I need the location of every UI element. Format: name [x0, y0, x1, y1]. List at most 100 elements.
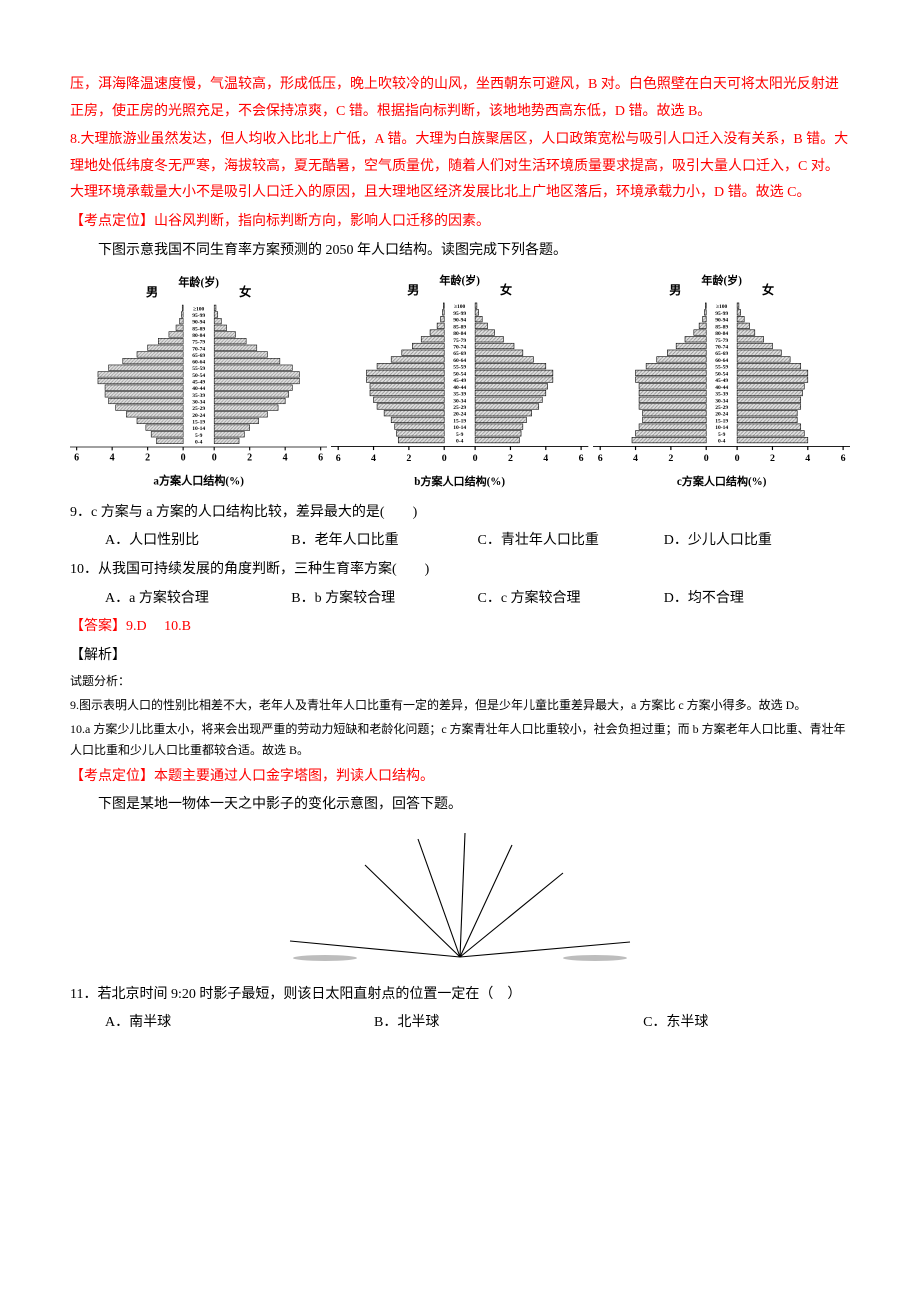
q11-opt-a: A．南半球	[105, 1010, 374, 1037]
svg-text:≥100: ≥100	[716, 304, 728, 310]
svg-text:55-59: 55-59	[715, 365, 728, 371]
svg-text:6: 6	[840, 453, 845, 464]
q10-stem: 10．从我国可持续发展的角度判断，三种生育率方案( )	[70, 557, 850, 584]
svg-text:年龄(岁): 年龄(岁)	[701, 273, 742, 287]
svg-text:65-69: 65-69	[715, 351, 728, 357]
svg-text:25-29: 25-29	[454, 405, 467, 411]
q9-options: A．人口性别比 B．老年人口比重 C．青壮年人口比重 D．少儿人口比重	[105, 528, 850, 555]
q9-stem: 9．c 方案与 a 方案的人口结构比较，差异最大的是( )	[70, 500, 850, 527]
svg-text:女: 女	[500, 282, 512, 297]
svg-text:85-89: 85-89	[715, 324, 728, 330]
q10-opt-d: D．均不合理	[664, 586, 850, 613]
svg-text:男: 男	[669, 283, 681, 297]
svg-text:45-49: 45-49	[192, 379, 205, 385]
svg-text:a方案人口结构(%): a方案人口结构(%)	[153, 473, 244, 487]
svg-text:55-59: 55-59	[454, 365, 467, 371]
svg-text:50-54: 50-54	[192, 373, 205, 379]
svg-text:70-74: 70-74	[715, 345, 728, 351]
svg-text:45-49: 45-49	[454, 378, 467, 384]
q10-opt-c: C．c 方案较合理	[478, 586, 664, 613]
svg-text:20-24: 20-24	[454, 412, 467, 418]
svg-text:0: 0	[734, 453, 739, 464]
svg-text:15-19: 15-19	[454, 419, 467, 425]
svg-text:6: 6	[579, 453, 584, 464]
svg-text:4: 4	[633, 453, 638, 464]
q11-opt-c: C．东半球	[643, 1010, 850, 1037]
svg-text:10-14: 10-14	[192, 426, 205, 432]
svg-text:10-14: 10-14	[715, 425, 728, 431]
pyramid-b: ≥10095-9990-9485-8980-8475-7970-7465-69 6…	[331, 272, 588, 496]
svg-text:0: 0	[181, 452, 186, 463]
shadow-diagram	[70, 825, 850, 976]
svg-text:2: 2	[407, 453, 412, 464]
svg-text:65-69: 65-69	[454, 351, 467, 357]
svg-text:c方案人口结构(%): c方案人口结构(%)	[677, 474, 767, 488]
pyramid-a: ≥10095-9990-9485-8980-8475-7970-7465-696…	[70, 274, 327, 496]
svg-text:40-44: 40-44	[454, 385, 467, 391]
svg-text:2: 2	[247, 452, 252, 463]
svg-text:95-99: 95-99	[192, 313, 205, 319]
svg-text:0-4: 0-4	[195, 439, 203, 445]
svg-text:0: 0	[703, 453, 708, 464]
q9-opt-a: A．人口性别比	[105, 528, 291, 555]
svg-text:4: 4	[110, 452, 115, 463]
svg-text:85-89: 85-89	[454, 324, 467, 330]
svg-text:75-79: 75-79	[715, 338, 728, 344]
svg-text:25-29: 25-29	[192, 406, 205, 412]
q10-opt-a: A．a 方案较合理	[105, 586, 291, 613]
svg-text:30-34: 30-34	[454, 398, 467, 404]
q9-opt-b: B．老年人口比重	[291, 528, 477, 555]
svg-text:90-94: 90-94	[454, 318, 467, 324]
svg-text:2: 2	[668, 453, 673, 464]
svg-text:b方案人口结构(%): b方案人口结构(%)	[415, 474, 506, 488]
svg-text:≥100: ≥100	[454, 304, 466, 310]
svg-text:60-64: 60-64	[192, 359, 205, 365]
q11-opt-b: B．北半球	[374, 1010, 643, 1037]
svg-text:75-79: 75-79	[454, 338, 467, 344]
svg-text:85-89: 85-89	[192, 326, 205, 332]
explanation-7-cont: 压，洱海降温速度慢，气温较高，形成低压，晚上吹较冷的山风，坐西朝东可避风，B 对…	[70, 72, 850, 125]
svg-text:95-99: 95-99	[715, 311, 728, 317]
svg-text:15-19: 15-19	[192, 419, 205, 425]
svg-text:年龄(岁): 年龄(岁)	[178, 275, 219, 289]
explanation-8: 8.大理旅游业虽然发达，但人均收入比北上广低，A 错。大理为白族聚居区，人口政策…	[70, 127, 850, 207]
svg-text:≥100: ≥100	[193, 306, 205, 312]
q11-options: A．南半球 B．北半球 C．东半球	[105, 1010, 850, 1037]
svg-text:25-29: 25-29	[715, 405, 728, 411]
q11-stem: 11．若北京时间 9:20 时影子最短，则该日太阳直射点的位置一定在（ ）	[70, 982, 850, 1009]
svg-text:80-84: 80-84	[192, 333, 205, 339]
q9-opt-c: C．青壮年人口比重	[478, 528, 664, 555]
svg-text:80-84: 80-84	[454, 331, 467, 337]
svg-text:10-14: 10-14	[454, 425, 467, 431]
svg-text:5-9: 5-9	[195, 432, 203, 438]
svg-text:4: 4	[544, 453, 549, 464]
q10-options: A．a 方案较合理 B．b 方案较合理 C．c 方案较合理 D．均不合理	[105, 586, 850, 613]
svg-text:20-24: 20-24	[192, 412, 205, 418]
intro-shadow: 下图是某地一物体一天之中影子的变化示意图，回答下题。	[70, 792, 850, 819]
svg-text:2: 2	[508, 453, 513, 464]
q9-opt-d: D．少儿人口比重	[664, 528, 850, 555]
svg-text:95-99: 95-99	[454, 311, 467, 317]
svg-text:15-19: 15-19	[715, 419, 728, 425]
svg-text:75-79: 75-79	[192, 339, 205, 345]
svg-text:2: 2	[770, 453, 775, 464]
svg-text:65-69: 65-69	[192, 353, 205, 359]
svg-text:70-74: 70-74	[454, 345, 467, 351]
svg-text:80-84: 80-84	[715, 331, 728, 337]
jiexi-9: 9.图示表明人口的性别比相差不大，老年人及青壮年人口比重有一定的差异，但是少年儿…	[70, 695, 850, 717]
svg-text:男: 男	[146, 285, 158, 299]
svg-text:4: 4	[805, 453, 810, 464]
kaodian-1: 【考点定位】山谷风判断，指向标判断方向，影响人口迁移的因素。	[70, 209, 850, 236]
pyramid-c: ≥10095-9990-9485-8980-8475-7970-7465-69 6…	[593, 272, 850, 496]
svg-text:女: 女	[239, 284, 251, 299]
shiti-fenxi: 试题分析：	[70, 671, 850, 693]
svg-text:30-34: 30-34	[715, 398, 728, 404]
svg-text:20-24: 20-24	[715, 412, 728, 418]
svg-text:6: 6	[597, 453, 602, 464]
svg-text:0-4: 0-4	[718, 439, 726, 445]
svg-text:40-44: 40-44	[715, 385, 728, 391]
svg-text:90-94: 90-94	[715, 318, 728, 324]
svg-text:90-94: 90-94	[192, 319, 205, 325]
svg-text:40-44: 40-44	[192, 386, 205, 392]
svg-text:5-9: 5-9	[456, 432, 464, 438]
